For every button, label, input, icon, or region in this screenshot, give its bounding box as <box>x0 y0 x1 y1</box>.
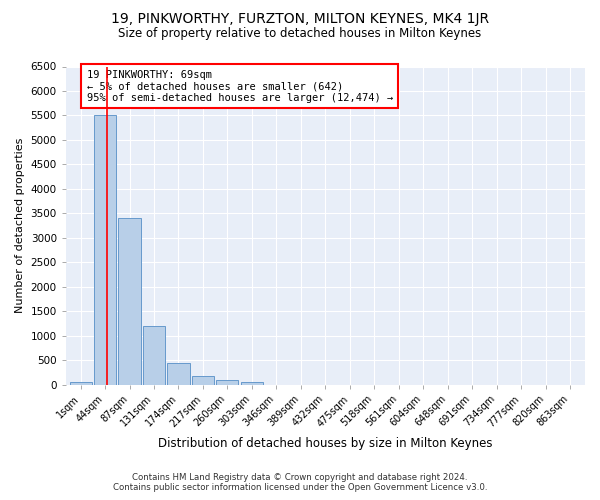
Y-axis label: Number of detached properties: Number of detached properties <box>15 138 25 314</box>
Text: 19 PINKWORTHY: 69sqm
← 5% of detached houses are smaller (642)
95% of semi-detac: 19 PINKWORTHY: 69sqm ← 5% of detached ho… <box>86 70 393 103</box>
Bar <box>94 116 116 384</box>
X-axis label: Distribution of detached houses by size in Milton Keynes: Distribution of detached houses by size … <box>158 437 493 450</box>
Bar <box>143 326 165 384</box>
Bar <box>217 380 238 384</box>
Bar <box>167 362 190 384</box>
Bar <box>241 382 263 384</box>
Bar <box>192 376 214 384</box>
Text: 19, PINKWORTHY, FURZTON, MILTON KEYNES, MK4 1JR: 19, PINKWORTHY, FURZTON, MILTON KEYNES, … <box>111 12 489 26</box>
Bar <box>118 218 140 384</box>
Text: Size of property relative to detached houses in Milton Keynes: Size of property relative to detached ho… <box>118 28 482 40</box>
Text: Contains HM Land Registry data © Crown copyright and database right 2024.
Contai: Contains HM Land Registry data © Crown c… <box>113 473 487 492</box>
Bar <box>70 382 92 384</box>
